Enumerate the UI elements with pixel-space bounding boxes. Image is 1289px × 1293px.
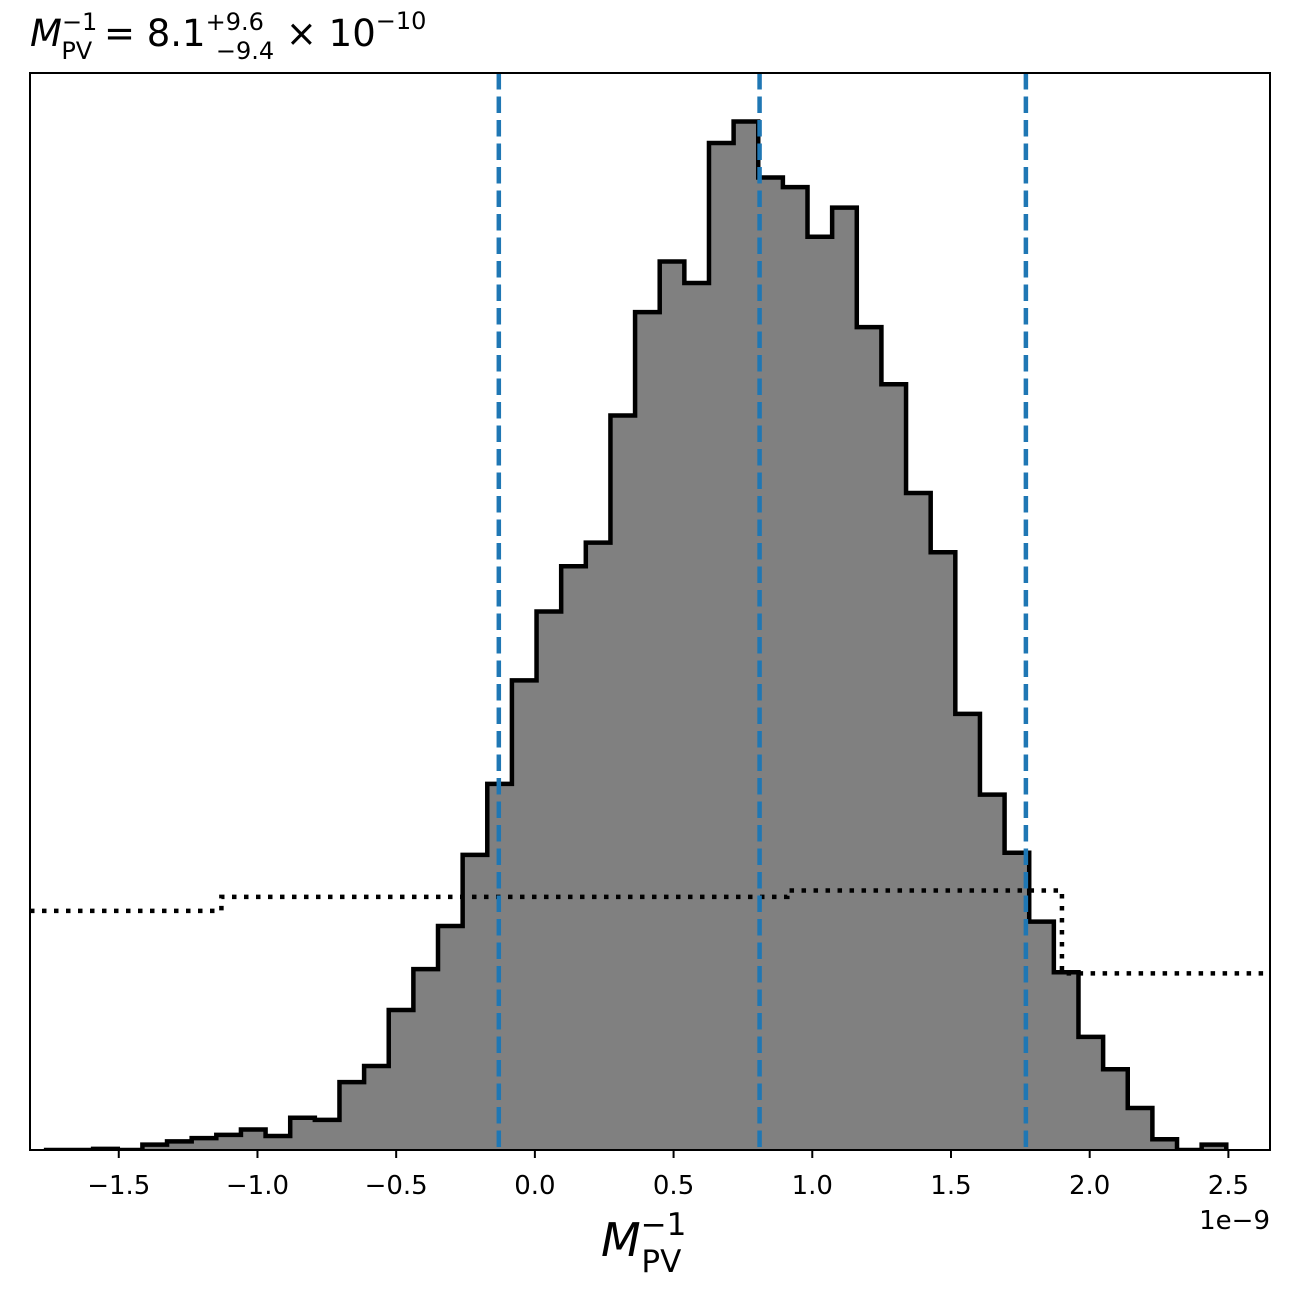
histogram-bar — [388, 1009, 414, 1150]
histogram-bar — [191, 1138, 217, 1150]
histogram-bar — [1103, 1069, 1129, 1150]
histogram-bar — [511, 680, 538, 1150]
histogram-bar — [610, 415, 636, 1150]
histogram-bar — [561, 566, 587, 1150]
x-axis-label: M−1 PV — [601, 1207, 686, 1280]
histogram-bar — [1201, 1144, 1227, 1150]
histogram-bar — [807, 236, 833, 1150]
x-axis: −1.5 −1.0 −0.5 0.0 0.5 1.0 1.5 2.0 2.5 — [87, 1150, 1249, 1201]
histogram-bar — [782, 187, 809, 1150]
histogram-bar — [339, 1082, 365, 1150]
histogram-bar — [758, 177, 784, 1150]
chart-title: M−1 PV = 8.1+9.6 −9.4 × 10−10 — [30, 7, 426, 65]
x-tick-label: −0.5 — [365, 1171, 428, 1201]
x-offset-label: 1e−9 — [1199, 1206, 1270, 1236]
x-tick-label: −1.5 — [87, 1171, 150, 1201]
x-tick-label: 2.0 — [1069, 1171, 1110, 1201]
histogram-bar — [462, 854, 488, 1150]
histogram-bar — [240, 1129, 267, 1150]
histogram-bar — [906, 493, 932, 1150]
histogram-bar — [881, 384, 907, 1150]
x-tick-label: −1.0 — [226, 1171, 289, 1201]
histogram-bar — [708, 143, 735, 1150]
histogram-bar — [635, 312, 661, 1150]
histogram-bar — [413, 969, 439, 1150]
histogram-bar — [536, 611, 562, 1150]
histogram-bar — [979, 794, 1006, 1150]
x-tick-label: 2.5 — [1208, 1171, 1249, 1201]
histogram-bar — [216, 1134, 242, 1150]
histogram-bar — [290, 1117, 316, 1150]
histogram-bar — [1078, 1036, 1104, 1150]
x-tick-label: 0.0 — [514, 1171, 555, 1201]
histogram-bar — [364, 1065, 390, 1150]
histogram-bar — [930, 552, 956, 1150]
histogram-bar — [142, 1144, 168, 1150]
histogram-bar — [733, 121, 759, 1150]
histogram-bar — [955, 713, 981, 1150]
histogram-bar — [314, 1119, 340, 1150]
histogram-bar — [684, 283, 710, 1150]
histogram-bar — [659, 261, 685, 1150]
x-tick-label: 1.5 — [930, 1171, 971, 1201]
plot-area — [30, 73, 1270, 1150]
axes-frame — [29, 72, 1271, 1151]
histogram-outline — [43, 119, 1229, 1150]
x-tick-label: 0.5 — [653, 1171, 694, 1201]
histogram-bar — [832, 207, 858, 1150]
histogram-bar — [585, 542, 611, 1150]
prior-line — [30, 888, 1270, 976]
histogram-bar — [265, 1135, 291, 1150]
histogram-bar — [1152, 1139, 1178, 1150]
histogram-bar — [856, 327, 882, 1150]
histogram-bar — [167, 1141, 193, 1150]
x-tick-label: 1.0 — [792, 1171, 833, 1201]
histogram-bar — [1029, 921, 1055, 1150]
histogram-bar — [1053, 972, 1079, 1150]
histogram-bar — [1127, 1107, 1153, 1150]
histogram-bar — [438, 925, 464, 1150]
